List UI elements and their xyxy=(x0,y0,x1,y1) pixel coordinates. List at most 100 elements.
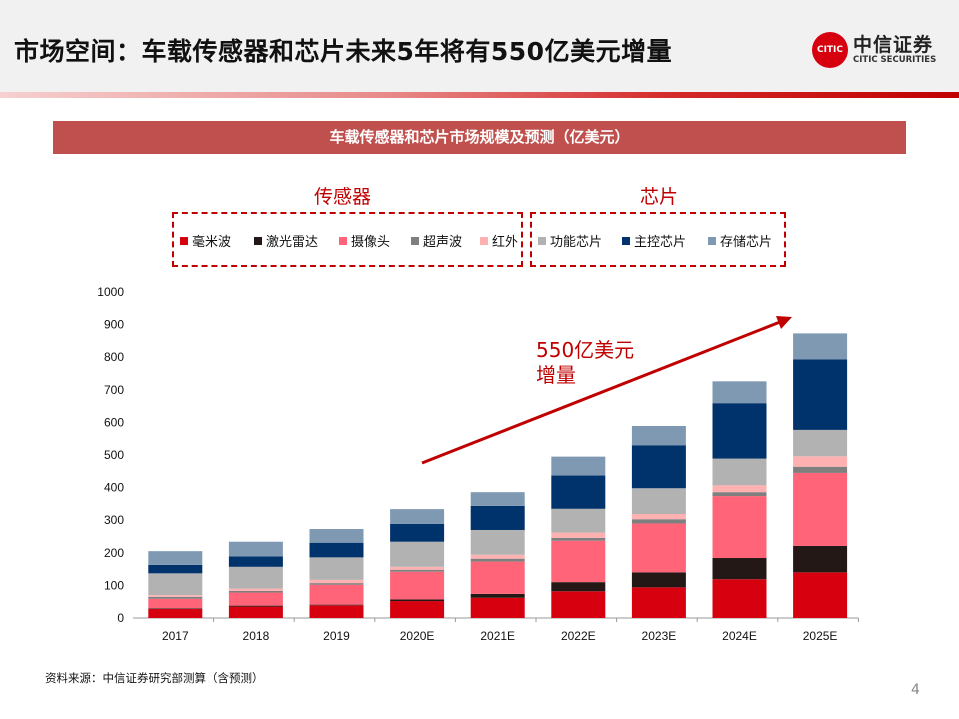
bar-segment-毫米波-2017 xyxy=(148,608,203,618)
legend-item: 红外 xyxy=(480,231,518,250)
legend-swatch-icon xyxy=(480,236,488,245)
x-tick-label: 2023E xyxy=(642,629,677,643)
bar-segment-毫米波-2018 xyxy=(228,606,283,618)
bar-segment-存储芯片-2022E xyxy=(551,456,606,476)
y-tick-label: 0 xyxy=(117,611,124,625)
legend-box-chips xyxy=(530,212,786,267)
bar-segment-毫米波-2020E xyxy=(390,601,445,618)
growth-arrow-head-icon xyxy=(776,316,792,329)
legend-swatch-icon xyxy=(254,236,262,245)
bar-segment-毫米波-2025E xyxy=(793,572,848,618)
y-tick-label: 800 xyxy=(104,350,124,364)
annotation-line1: 550亿美元 xyxy=(536,338,635,362)
bar-segment-摄像头-2021E xyxy=(470,561,525,594)
bar-segment-主控芯片-2024E xyxy=(712,403,767,459)
legend-group-chips: 芯片 xyxy=(640,186,679,208)
legend-item: 毫米波 xyxy=(180,231,231,250)
legend-swatch-icon xyxy=(708,236,716,245)
bar-segment-存储芯片-2018 xyxy=(228,541,283,557)
bar-segment-功能芯片-2020E xyxy=(390,541,445,567)
x-tick-label: 2021E xyxy=(480,629,515,643)
bar-segment-存储芯片-2023E xyxy=(631,425,686,446)
bar-segment-红外-2020E xyxy=(390,566,445,570)
bar-segment-红外-2025E xyxy=(793,456,848,467)
bar-segment-摄像头-2022E xyxy=(551,540,606,583)
legend-item: 摄像头 xyxy=(339,231,390,250)
bar-segment-毫米波-2022E xyxy=(551,591,606,618)
legend-swatch-icon xyxy=(180,236,188,245)
bar-segment-存储芯片-2025E xyxy=(793,333,848,360)
bar-segment-毫米波-2019 xyxy=(309,605,364,618)
x-tick-label: 2025E xyxy=(803,629,838,643)
bar-segment-主控芯片-2020E xyxy=(390,523,445,542)
bar-segment-存储芯片-2017 xyxy=(148,551,203,565)
bar-segment-摄像头-2023E xyxy=(631,523,686,573)
legend-item: 主控芯片 xyxy=(622,231,686,250)
bar-segment-超声波-2019 xyxy=(309,583,364,585)
x-tick-label: 2020E xyxy=(400,629,435,643)
x-tick-label: 2022E xyxy=(561,629,596,643)
legend-box-sensors xyxy=(172,212,523,267)
logo-text-en: CITIC SECURITIES xyxy=(853,55,937,65)
bar-segment-功能芯片-2018 xyxy=(228,566,283,589)
bar-segment-激光雷达-2024E xyxy=(712,558,767,580)
bar-segment-激光雷达-2025E xyxy=(793,545,848,573)
legend-group-sensors: 传感器 xyxy=(314,186,372,208)
legend-item: 功能芯片 xyxy=(538,231,602,250)
bar-segment-摄像头-2020E xyxy=(390,571,445,600)
bar-segment-摄像头-2017 xyxy=(148,598,203,609)
bar-segment-功能芯片-2024E xyxy=(712,458,767,486)
legend-label: 激光雷达 xyxy=(266,235,319,250)
x-tick-label: 2017 xyxy=(162,629,189,643)
bar-segment-超声波-2024E xyxy=(712,492,767,497)
bar-segment-功能芯片-2021E xyxy=(470,529,525,555)
bar-segment-激光雷达-2019 xyxy=(309,604,364,606)
legend-label: 功能芯片 xyxy=(550,235,603,250)
legend-item: 激光雷达 xyxy=(254,231,318,250)
bar-segment-功能芯片-2017 xyxy=(148,573,203,596)
citic-logo: CITIC 中信证券 CITIC SECURITIES xyxy=(812,30,947,74)
annotation-line2: 增量 xyxy=(536,363,576,387)
legend-swatch-icon xyxy=(622,236,630,245)
bar-segment-存储芯片-2021E xyxy=(470,492,525,506)
bar-segment-毫米波-2021E xyxy=(470,597,525,618)
bar-segment-主控芯片-2017 xyxy=(148,564,203,574)
header: 市场空间：车载传感器和芯片未来5年将有550亿美元增量 CITIC 中信证券 C… xyxy=(0,0,959,92)
bar-segment-超声波-2022E xyxy=(551,537,606,541)
bar-segment-存储芯片-2020E xyxy=(390,509,445,524)
logo-mark-icon: CITIC xyxy=(812,32,848,68)
bar-segment-超声波-2018 xyxy=(228,590,283,593)
header-stripe xyxy=(0,92,959,98)
bar-segment-主控芯片-2025E xyxy=(793,359,848,430)
bar-segment-激光雷达-2021E xyxy=(470,593,525,598)
bar-segment-主控芯片-2023E xyxy=(631,445,686,489)
bar-segment-摄像头-2019 xyxy=(309,584,364,605)
legend-item: 存储芯片 xyxy=(708,231,772,250)
y-tick-label: 900 xyxy=(104,318,124,332)
legend-swatch-icon xyxy=(538,236,546,245)
legend-item: 超声波 xyxy=(411,231,462,250)
bar-segment-摄像头-2018 xyxy=(228,592,283,606)
bar-segment-功能芯片-2022E xyxy=(551,508,606,533)
bar-segment-激光雷达-2018 xyxy=(228,605,283,607)
bar-segment-超声波-2025E xyxy=(793,466,848,473)
legend-swatch-icon xyxy=(411,236,419,245)
bar-segment-超声波-2017 xyxy=(148,596,203,599)
legend-label: 存储芯片 xyxy=(720,235,773,250)
bar-segment-超声波-2021E xyxy=(470,558,525,562)
bar-segment-红外-2017 xyxy=(148,595,203,597)
bar-segment-存储芯片-2024E xyxy=(712,381,767,404)
y-tick-label: 600 xyxy=(104,415,124,429)
bar-segment-红外-2023E xyxy=(631,514,686,520)
y-tick-label: 300 xyxy=(104,513,124,527)
bar-segment-激光雷达-2017 xyxy=(148,608,203,609)
legend-label: 红外 xyxy=(492,235,519,250)
bar-segment-超声波-2020E xyxy=(390,569,445,572)
bar-segment-毫米波-2023E xyxy=(631,587,686,618)
x-tick-label: 2018 xyxy=(243,629,270,643)
y-tick-label: 200 xyxy=(104,546,124,560)
logo-text-cn: 中信证券 xyxy=(853,34,934,56)
y-tick-label: 700 xyxy=(104,383,124,397)
bar-segment-超声波-2023E xyxy=(631,519,686,524)
